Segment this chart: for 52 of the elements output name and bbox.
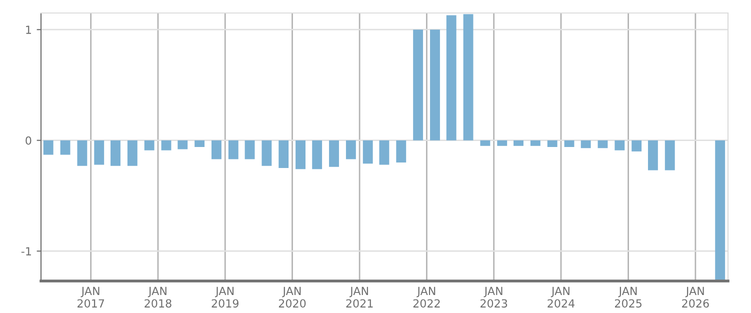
- bar: [530, 140, 540, 146]
- bar: [178, 140, 188, 150]
- x-tick-label: JAN 2026: [682, 286, 709, 308]
- y-tick-label: 1: [26, 26, 31, 34]
- x-tick-label: JAN 2023: [480, 286, 508, 308]
- bar: [463, 14, 474, 140]
- bar: [497, 140, 508, 146]
- bar: [614, 140, 625, 150]
- bar: [161, 140, 172, 150]
- bar: [547, 140, 558, 147]
- x-tick-label: JAN 2022: [413, 286, 440, 308]
- bar: [480, 140, 490, 146]
- x-tick-label: JAN 2018: [144, 286, 172, 308]
- bar: [430, 30, 440, 140]
- x-tick-label: JAN 2024: [548, 286, 574, 308]
- bar: [77, 140, 88, 166]
- y-tick-label: -1: [21, 247, 31, 256]
- bar: [632, 140, 642, 152]
- bar: [413, 30, 424, 140]
- bar: [144, 140, 154, 150]
- x-tick-label: JAN 2021: [346, 286, 373, 308]
- bar: [60, 140, 70, 155]
- bar: [278, 140, 289, 168]
- bar: [194, 140, 205, 147]
- bar: [346, 140, 356, 160]
- bar: [262, 140, 272, 166]
- x-tick-label: JAN 2017: [78, 286, 104, 308]
- bar: [127, 140, 138, 166]
- bar: [396, 140, 406, 163]
- bar: [94, 140, 104, 165]
- bar: [648, 140, 658, 170]
- bar: [212, 140, 222, 160]
- bar: [598, 140, 608, 148]
- bar: [296, 140, 306, 170]
- x-tick-label: JAN 2025: [614, 286, 642, 308]
- x-tick-label: JAN 2019: [212, 286, 238, 308]
- bar: [244, 140, 255, 160]
- bar: [446, 15, 456, 140]
- bar: [580, 140, 591, 148]
- bar: [329, 140, 339, 167]
- bar: [228, 140, 238, 160]
- bar: [110, 140, 120, 166]
- bar: [43, 140, 54, 155]
- bar: [664, 140, 675, 170]
- y-tick-label: 0: [26, 136, 32, 145]
- bar: [514, 140, 524, 146]
- bar: [379, 140, 390, 165]
- bar: [715, 140, 726, 280]
- bar: [564, 140, 574, 147]
- x-tick-label: JAN 2020: [278, 286, 306, 308]
- bar: [312, 140, 322, 170]
- bar: [362, 140, 373, 164]
